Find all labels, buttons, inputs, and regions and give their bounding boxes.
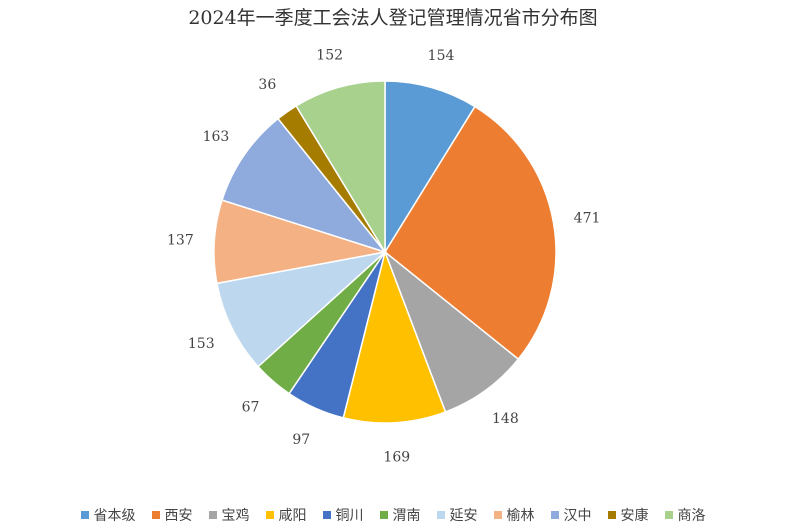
legend-label: 西安	[164, 508, 193, 524]
legend-label: 安康	[620, 508, 649, 524]
legend-swatch	[80, 511, 89, 519]
data-label-10: 152	[316, 48, 343, 64]
legend-item-5: 渭南	[379, 505, 421, 525]
data-label-0: 154	[428, 48, 455, 64]
pie-slice-6	[216, 250, 388, 368]
legend-swatch	[208, 511, 217, 519]
legend-label: 省本级	[93, 508, 136, 524]
pie-slice-1	[384, 105, 557, 361]
pie-slice-0	[384, 80, 476, 255]
legend-item-8: 汉中	[550, 505, 592, 525]
legend-item-6: 延安	[436, 505, 478, 525]
legend-label: 渭南	[392, 508, 421, 524]
legend-item-0: 省本级	[80, 505, 136, 525]
pie-slice-10	[295, 80, 386, 255]
pie-slices	[213, 80, 557, 424]
data-label-7: 137	[167, 232, 194, 248]
chart-legend: 省本级 西安 宝鸡 咸阳 铜川 渭南 延安 榆林 汉中 安康 商洛	[0, 505, 786, 525]
legend-swatch	[664, 511, 673, 519]
legend-swatch	[322, 511, 331, 519]
legend-item-1: 西安	[151, 505, 193, 525]
pie-chart: 154 471 148 169 97 67 153 137 163 36 152	[167, 48, 600, 466]
data-labels: 154 471 148 169 97 67 153 137 163 36 152	[167, 48, 600, 466]
data-label-4: 97	[292, 432, 310, 448]
legend-label: 咸阳	[278, 508, 307, 524]
data-label-8: 163	[203, 129, 230, 145]
legend-swatch	[379, 511, 388, 519]
legend-swatch	[436, 511, 445, 519]
data-label-1: 471	[574, 210, 601, 226]
legend-item-4: 铜川	[322, 505, 364, 525]
data-label-3: 169	[383, 450, 410, 466]
legend-swatch	[607, 511, 616, 519]
pie-slice-2	[383, 249, 520, 413]
legend-label: 延安	[449, 508, 478, 524]
legend-swatch	[151, 511, 160, 519]
legend-label: 商洛	[677, 508, 706, 524]
legend-label: 宝鸡	[221, 508, 250, 524]
legend-item-2: 宝鸡	[208, 505, 250, 525]
pie-slice-3	[342, 249, 447, 424]
legend-label: 铜川	[335, 508, 364, 524]
legend-item-3: 咸阳	[265, 505, 307, 525]
legend-item-7: 榆林	[493, 505, 535, 525]
data-label-6: 153	[188, 336, 215, 352]
legend-item-10: 商洛	[664, 505, 706, 525]
chart-title: 2024年一季度工会法人登记管理情况省市分布图	[188, 7, 598, 29]
data-label-9: 36	[258, 77, 276, 93]
legend-label: 榆林	[506, 508, 535, 524]
legend-item-9: 安康	[607, 505, 649, 525]
legend-swatch	[550, 511, 559, 519]
pie-slice-8	[221, 117, 388, 254]
legend-swatch	[493, 511, 502, 519]
data-label-5: 67	[242, 400, 260, 416]
data-label-2: 148	[492, 411, 519, 427]
legend-label: 汉中	[563, 508, 592, 524]
legend-swatch	[265, 511, 274, 519]
